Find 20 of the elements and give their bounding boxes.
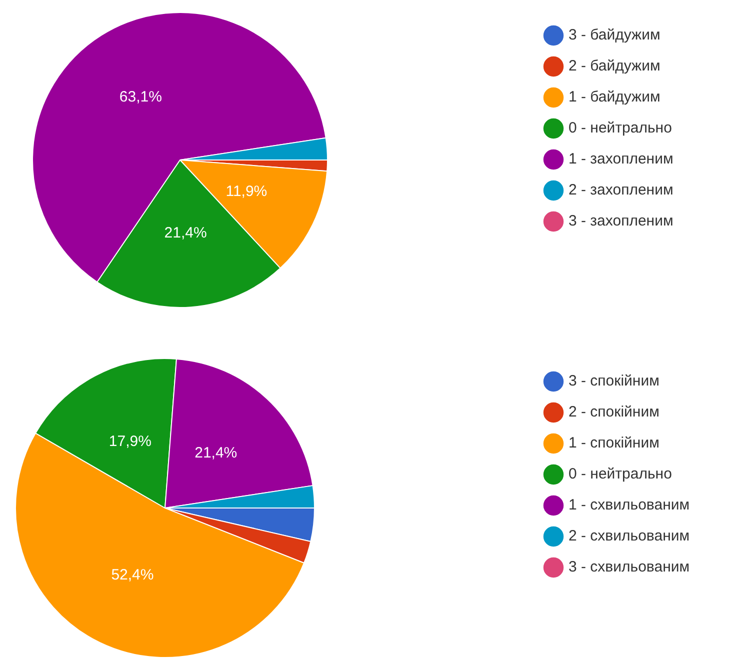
legend-label: 2 - схвильованим [568,528,690,545]
data-label: 52,4% [111,566,154,584]
legend-label: 0 - нейтрально [568,466,672,483]
legend-label: 1 - схвильованим [568,496,690,514]
legend-label: 1 - спокійним [568,434,660,452]
legend-label: 3 - захопленим [568,212,674,230]
legend-label: 2 - захопленим [568,182,674,199]
legend-label: 2 - байдужим [568,58,660,75]
legend-label: 3 - схвильованим [568,558,690,576]
legend-label: 1 - захопленим [568,150,674,168]
legend-label: 3 - спокійним [568,372,660,390]
legend-label: 3 - байдужим [568,26,660,44]
data-label: 11,9% [226,183,268,200]
data-label: 17,9% [108,433,152,450]
data-label: 21,4% [194,444,238,462]
legend-label: 0 - нейтрально [568,120,672,137]
legend-label: 1 - байдужим [568,88,660,106]
data-label: 63,1% [119,88,162,106]
legend-label: 2 - спокійним [568,404,660,421]
data-label: 21,4% [164,224,207,242]
